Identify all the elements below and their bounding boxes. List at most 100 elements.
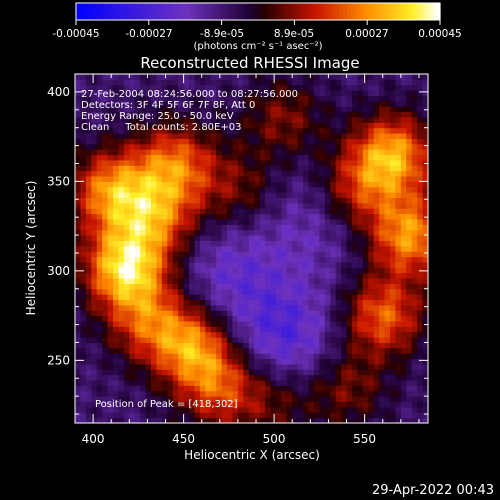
heatmap-cell	[129, 143, 136, 150]
heatmap-cell	[205, 154, 212, 161]
heatmap-cell	[151, 315, 157, 322]
heatmap-cell	[129, 170, 136, 177]
heatmap-cell	[123, 95, 130, 102]
heatmap-cell	[400, 176, 407, 182]
heatmap-cell	[129, 417, 136, 424]
heatmap-cell	[227, 396, 233, 403]
heatmap-cell	[368, 310, 375, 317]
heatmap-cell	[422, 154, 429, 161]
heatmap-cell	[389, 337, 396, 343]
heatmap-cell	[351, 353, 358, 360]
heatmap-cell	[183, 154, 190, 161]
heatmap-cell	[123, 208, 130, 215]
heatmap-cell	[265, 218, 272, 225]
heatmap-cell	[254, 133, 261, 139]
heatmap-cell	[156, 363, 163, 370]
heatmap-cell	[96, 235, 103, 241]
heatmap-cell	[113, 240, 119, 247]
heatmap-cell	[113, 278, 119, 284]
heatmap-cell	[346, 315, 353, 322]
heatmap-cell	[422, 90, 429, 96]
heatmap-cell	[183, 106, 190, 113]
heatmap-cell	[221, 100, 228, 107]
heatmap-cell	[232, 358, 239, 365]
heatmap-cell	[384, 208, 391, 215]
heatmap-cell	[199, 283, 206, 290]
annotation-energy-range: Energy Range: 25.0 - 50.0 keV	[81, 111, 234, 122]
heatmap-cell	[297, 278, 304, 284]
heatmap-cell	[156, 315, 163, 322]
heatmap-cell	[297, 245, 304, 252]
heatmap-cell	[85, 90, 92, 96]
heatmap-cell	[330, 347, 337, 354]
heatmap-cell	[319, 213, 326, 220]
heatmap-cell	[319, 127, 326, 134]
heatmap-cell	[259, 267, 266, 274]
heatmap-cell	[172, 202, 179, 209]
heatmap-cell	[194, 310, 201, 317]
heatmap-cell	[140, 197, 147, 204]
heatmap-cell	[297, 116, 304, 123]
heatmap-cell	[286, 218, 293, 225]
heatmap-cell	[330, 229, 337, 236]
heatmap-cell	[362, 315, 369, 322]
heatmap-cell	[123, 90, 130, 96]
heatmap-cell	[281, 235, 288, 241]
heatmap-cell	[351, 181, 358, 188]
heatmap-cell	[102, 272, 109, 279]
heatmap-cell	[199, 278, 206, 284]
heatmap-cell	[395, 337, 402, 343]
heatmap-cell	[313, 326, 320, 333]
heatmap-cell	[221, 235, 228, 241]
heatmap-cell	[368, 256, 375, 263]
heatmap-cell	[156, 342, 163, 349]
heatmap-cell	[161, 202, 168, 209]
heatmap-cell	[248, 143, 255, 150]
heatmap-cell	[248, 299, 255, 306]
heatmap-cell	[362, 159, 369, 166]
heatmap-cell	[373, 320, 380, 327]
heatmap-cell	[292, 240, 299, 247]
colorbar-swatch	[395, 3, 401, 20]
heatmap-cell	[379, 417, 386, 424]
heatmap-cell	[107, 369, 114, 376]
heatmap-cell	[216, 294, 223, 301]
heatmap-cell	[319, 272, 326, 279]
heatmap-cell	[417, 170, 424, 177]
heatmap-cell	[335, 138, 342, 145]
heatmap-cell	[199, 358, 206, 365]
heatmap-cell	[400, 181, 407, 188]
heatmap-cell	[248, 315, 255, 322]
heatmap-cell	[107, 79, 114, 86]
heatmap-cell	[357, 347, 364, 354]
heatmap-cell	[373, 288, 380, 295]
heatmap-cell	[183, 170, 190, 177]
heatmap-cell	[243, 154, 250, 161]
heatmap-cell	[96, 390, 103, 397]
heatmap-cell	[395, 315, 402, 322]
heatmap-cell	[330, 111, 337, 118]
heatmap-cell	[368, 363, 375, 370]
heatmap-cell	[259, 256, 266, 263]
heatmap-cell	[221, 251, 228, 258]
heatmap-cell	[199, 261, 206, 268]
heatmap-cell	[362, 331, 369, 338]
heatmap-cell	[275, 315, 282, 322]
heatmap-cell	[107, 122, 114, 129]
heatmap-cell	[75, 396, 81, 403]
heatmap-cell	[189, 235, 195, 241]
heatmap-cell	[156, 181, 163, 188]
heatmap-cell	[189, 347, 195, 354]
heatmap-cell	[357, 401, 364, 408]
heatmap-cell	[303, 380, 310, 386]
heatmap-cell	[341, 143, 348, 150]
heatmap-cell	[368, 283, 375, 290]
heatmap-cell	[248, 320, 255, 327]
heatmap-cell	[123, 122, 130, 129]
heatmap-cell	[346, 299, 353, 306]
heatmap-cell	[286, 181, 293, 188]
heatmap-cell	[406, 95, 413, 102]
heatmap-cell	[319, 385, 326, 392]
heatmap-cell	[167, 358, 174, 365]
heatmap-cell	[161, 342, 168, 349]
